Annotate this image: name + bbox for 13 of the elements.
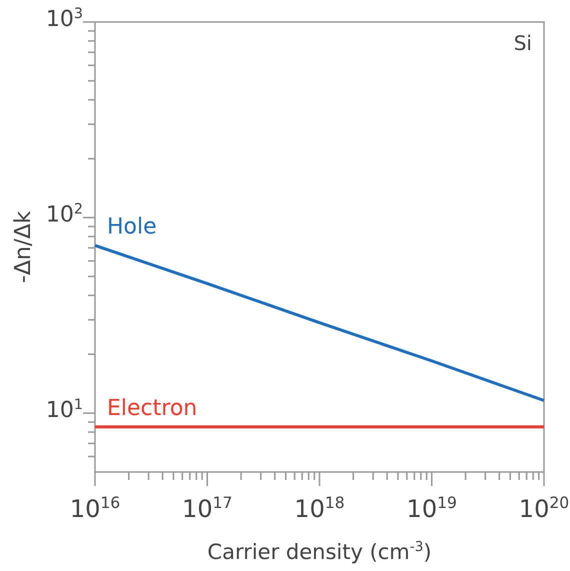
series-label: Hole (107, 214, 157, 240)
x-tick-label: 10$^{19}$ (406, 494, 457, 523)
x-tick-label: 10$^{16}$ (70, 494, 120, 523)
y-tick-label: 10$^{3}$ (46, 6, 83, 32)
x-tick-label: 10$^{17}$ (182, 494, 232, 523)
x-axis-title: Carrier density (cm$^{-3}$) (207, 539, 432, 564)
y-tick-label: 10$^{1}$ (46, 397, 83, 424)
y-tick-label: 10$^{2}$ (46, 202, 83, 228)
x-tick-label: 10$^{20}$ (518, 494, 570, 523)
y-axis-title: -Δn/Δk (11, 210, 36, 284)
annotation: Si (514, 31, 532, 55)
x-tick-label: 10$^{18}$ (294, 494, 345, 523)
series-label: Electron (107, 396, 198, 421)
